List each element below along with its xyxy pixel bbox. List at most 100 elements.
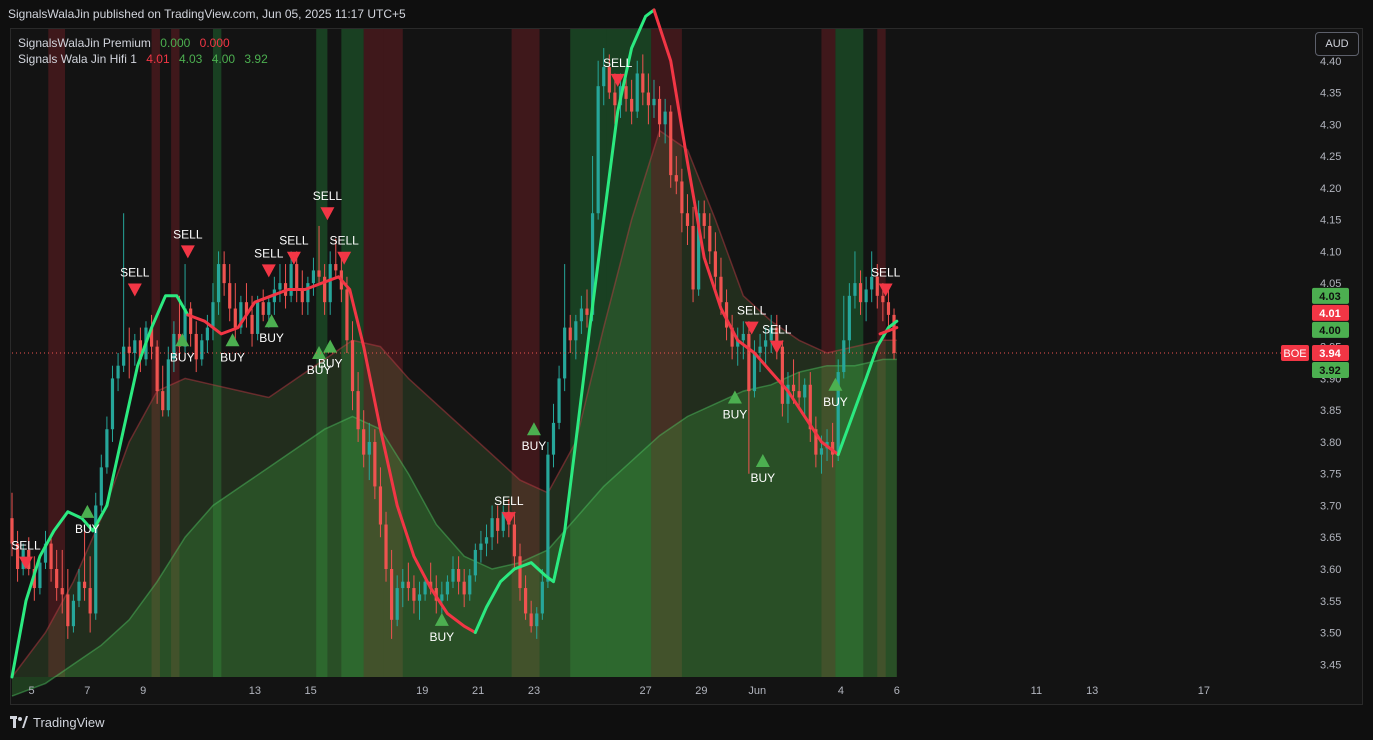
footer: TradingView — [0, 706, 1373, 740]
y-tick-label: 3.70 — [1320, 500, 1341, 512]
currency-button[interactable]: AUD — [1315, 32, 1359, 56]
candle-body — [468, 575, 472, 595]
candle-body — [775, 327, 779, 347]
x-tick-label: 19 — [416, 685, 428, 697]
buy-arrow-icon — [175, 333, 190, 347]
candle — [764, 327, 768, 366]
legend-value: 0.000 — [160, 36, 191, 50]
buy-signal: BUY — [750, 454, 775, 485]
legend-name: SignalsWalaJin Premium — [18, 36, 151, 50]
candle-body — [328, 264, 332, 303]
x-tick-label: 9 — [140, 685, 146, 697]
candle — [501, 505, 505, 538]
buy-signal: BUY — [170, 333, 195, 364]
buy-arrow-icon — [225, 333, 240, 347]
candle-body — [490, 518, 494, 538]
candle — [635, 60, 639, 118]
buy-label: BUY — [307, 363, 332, 377]
candle-body — [71, 600, 76, 627]
legend-name: Signals Wala Jin Hifi 1 — [18, 52, 137, 66]
candle-body — [194, 333, 198, 360]
candle — [886, 289, 891, 328]
sell-label: SELL — [494, 494, 524, 508]
sell-label: SELL — [737, 304, 767, 318]
sell-signal: SELL — [313, 189, 342, 221]
x-tick-label: 11 — [1031, 685, 1042, 697]
price-label-box — [1312, 321, 1349, 338]
candle — [702, 200, 706, 239]
sell-signal: SELL — [494, 494, 524, 526]
trend-cloud — [11, 129, 897, 697]
candle — [350, 321, 355, 411]
x-tick-label: 17 — [1198, 685, 1210, 697]
candle-body — [417, 594, 422, 601]
x-tick-label: 13 — [249, 685, 261, 697]
candle — [15, 530, 20, 582]
candle — [49, 537, 53, 582]
candles — [10, 48, 896, 639]
candle — [641, 54, 645, 106]
candle — [200, 333, 204, 366]
candle-body — [741, 333, 745, 341]
candle-body — [166, 359, 170, 411]
candle-body — [233, 308, 237, 328]
candle — [445, 575, 450, 601]
candle — [417, 581, 422, 620]
candle-body — [574, 321, 578, 341]
candle-body — [456, 569, 461, 582]
candle-body — [596, 86, 600, 214]
legend-row-hifi[interactable]: Signals Wala Jin Hifi 1 4.01 4.03 4.00 3… — [18, 51, 274, 67]
legend-row-premium[interactable]: SignalsWalaJin Premium 0.000 0.000 — [18, 35, 274, 51]
candle — [317, 225, 321, 284]
buy-label: BUY — [170, 350, 195, 364]
x-tick-label: 21 — [472, 685, 484, 697]
candle — [451, 556, 455, 589]
buy-signal: BUY — [259, 314, 284, 345]
candle — [334, 238, 338, 277]
candle — [540, 569, 544, 620]
candle — [479, 530, 483, 563]
candle — [462, 569, 466, 608]
candle — [239, 295, 243, 334]
buy-arrow-icon — [727, 390, 742, 404]
candle-body — [568, 327, 572, 341]
candle-body — [43, 543, 48, 563]
candle-body — [440, 594, 444, 601]
sell-arrow-icon — [878, 283, 893, 297]
sell-arrow-icon — [286, 251, 301, 265]
buy-label: BUY — [220, 350, 245, 364]
candle — [161, 365, 165, 417]
x-tick-label: 4 — [838, 685, 844, 697]
candle-body — [345, 289, 349, 341]
candle-body — [149, 327, 154, 347]
legend-value: 4.01 — [146, 52, 170, 66]
candle-body — [356, 391, 360, 430]
candle — [194, 321, 198, 373]
candle-body — [697, 213, 701, 290]
candle — [233, 283, 237, 341]
candle-body — [758, 346, 762, 353]
candle — [685, 194, 690, 245]
candle — [546, 441, 550, 589]
candle-body — [155, 346, 159, 392]
candle — [289, 251, 293, 303]
buy-signal: BUY — [723, 390, 747, 421]
candle-body — [261, 302, 265, 315]
cloud-upper-fill — [12, 130, 897, 678]
tradingview-logo[interactable]: TradingView — [10, 715, 105, 730]
y-tick-label: 4.30 — [1320, 119, 1341, 131]
candle-body — [870, 276, 874, 290]
candle — [518, 543, 522, 601]
sell-arrow-icon — [744, 321, 759, 335]
sell-signal: SELL — [279, 234, 309, 265]
candle — [523, 575, 528, 620]
sell-label: SELL — [254, 246, 284, 260]
bull-line-2 — [473, 8, 656, 634]
candle-body — [797, 391, 801, 398]
candle — [607, 54, 611, 99]
candle — [680, 168, 684, 233]
candle-body — [808, 384, 812, 430]
candle — [384, 511, 388, 582]
chart-frame[interactable] — [10, 28, 1363, 705]
